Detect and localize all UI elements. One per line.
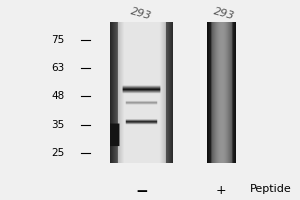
FancyBboxPatch shape <box>124 23 159 163</box>
FancyBboxPatch shape <box>110 23 173 163</box>
Text: −: − <box>135 184 148 199</box>
Text: 75: 75 <box>51 35 64 45</box>
Text: 25: 25 <box>51 148 64 158</box>
Text: 48: 48 <box>51 91 64 101</box>
Text: Peptide: Peptide <box>250 184 292 194</box>
Text: 63: 63 <box>51 63 64 73</box>
FancyBboxPatch shape <box>207 23 236 163</box>
Text: 35: 35 <box>51 120 64 130</box>
Text: 293: 293 <box>213 7 236 22</box>
Text: 293: 293 <box>130 7 153 22</box>
Text: +: + <box>216 184 227 197</box>
